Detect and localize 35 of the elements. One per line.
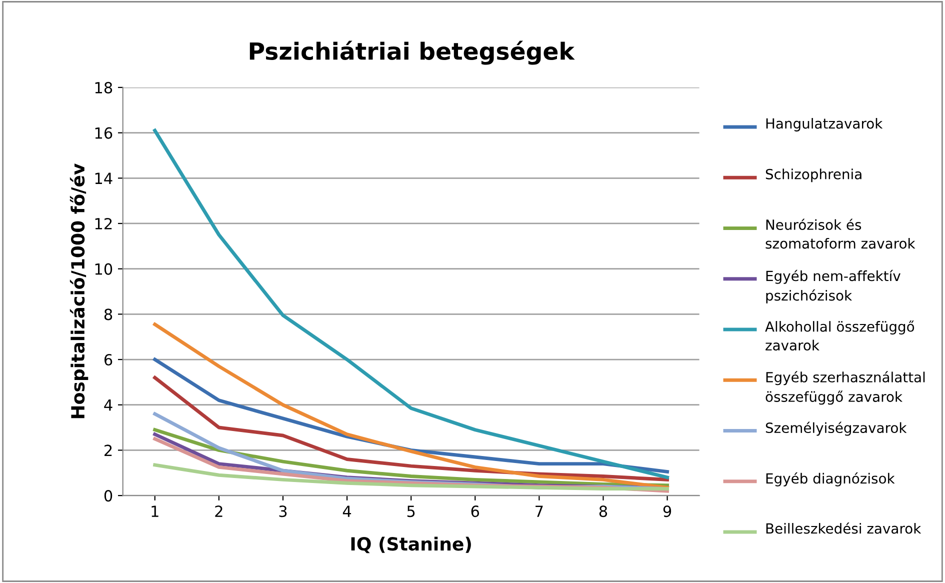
legend-label: Hangulatzavarok <box>766 118 883 132</box>
line-series <box>153 463 670 490</box>
y-tick-label: 6 <box>104 354 112 366</box>
y-tick-label: 14 <box>95 172 112 184</box>
y-tick-label: 18 <box>95 82 112 94</box>
x-tick-label: 9 <box>663 506 672 518</box>
legend-label: Személyiségzavarok <box>766 422 907 436</box>
x-tick-label: 7 <box>536 506 543 517</box>
y-tick-label: 16 <box>95 127 112 139</box>
y-tick-label: 4 <box>104 400 112 411</box>
x-axis-title: IQ (Stanine) <box>351 536 471 554</box>
x-tick-label: 8 <box>599 506 608 518</box>
x-tick-label: 4 <box>342 506 352 517</box>
legend-label: Egyéb nem-affektív pszichózisok <box>766 270 900 304</box>
x-tick-label: 3 <box>279 506 287 518</box>
line-series <box>153 322 670 490</box>
y-tick-label: 10 <box>95 263 112 275</box>
y-tick-label: 2 <box>104 444 112 456</box>
x-tick-label: 2 <box>215 506 222 517</box>
legend-label: Egyéb diagnózisok <box>766 472 895 486</box>
legend-label: Schizophrenia <box>766 168 862 182</box>
chart-title: Pszichiátriai betegségek <box>250 40 575 65</box>
y-tick-label: 0 <box>104 490 112 502</box>
legend-label: Neurózisok és szomatoform zavarok <box>766 218 916 249</box>
x-tick-label: 1 <box>152 506 158 517</box>
line-series <box>153 128 670 480</box>
y-axis-title: Hospitalizáció/1000 fő/év <box>70 163 88 418</box>
legend-label: Egyéb szerhasználattal összefüggő zavarok <box>766 371 925 405</box>
legend-label: Beilleszkedési zavarok <box>766 522 922 534</box>
line-series <box>153 376 670 482</box>
legend-label: Alkohollal összefüggő zavarok <box>765 320 914 351</box>
x-tick-label: 6 <box>471 506 480 518</box>
x-tick-label: 5 <box>407 506 415 518</box>
y-tick-label: 12 <box>95 218 112 230</box>
y-tick-label: 8 <box>104 308 112 320</box>
